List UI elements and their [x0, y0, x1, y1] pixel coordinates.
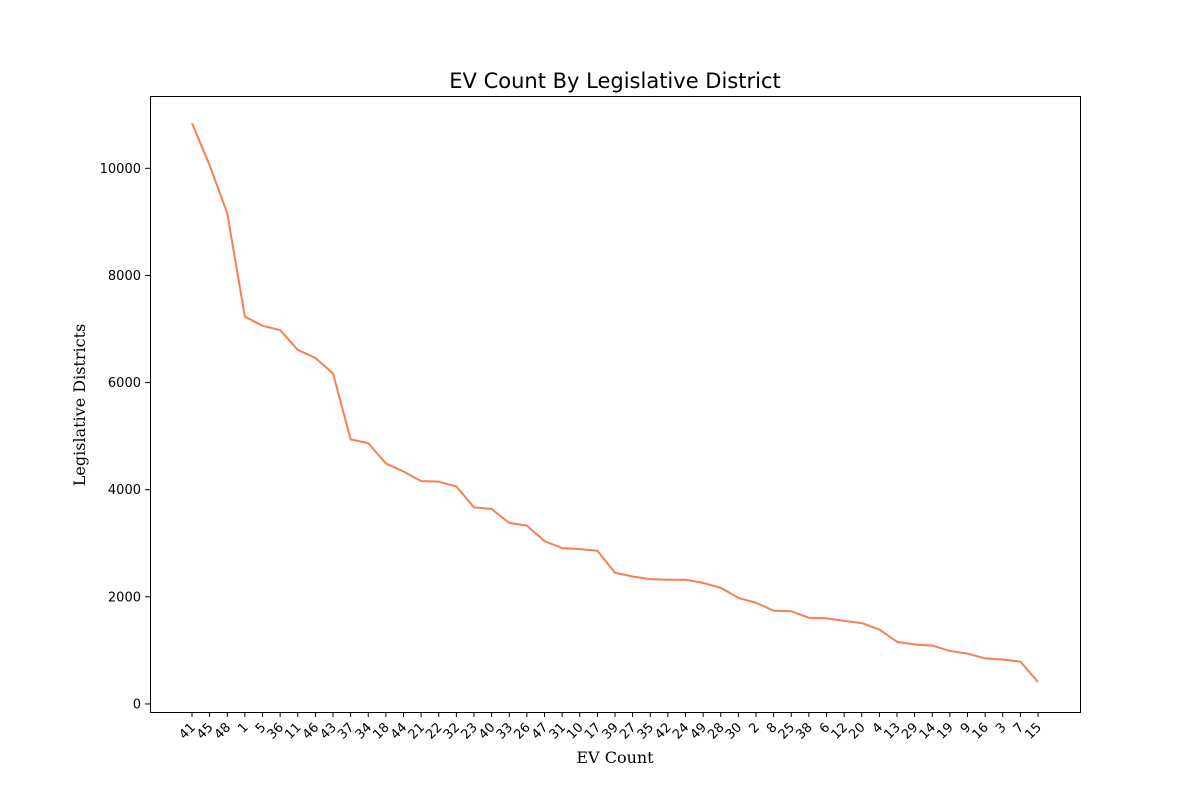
- y-axis: 0 2000 4000 6000 8000 10000: [100, 162, 150, 712]
- series-line: [191, 122, 1039, 683]
- x-axis-label: EV Count: [576, 748, 654, 767]
- y-axis-label: Legislative Districts: [70, 324, 89, 486]
- y-tick-label: 2000: [108, 590, 141, 605]
- y-tick-label: 0: [133, 697, 141, 712]
- y-tick-label: 6000: [108, 376, 141, 391]
- y-tick-label: 10000: [100, 162, 141, 177]
- y-tick-label: 4000: [108, 483, 141, 498]
- plot-frame: [150, 96, 1081, 713]
- y-tick-label: 8000: [108, 269, 141, 284]
- chart-title: EV Count By Legislative District: [449, 69, 780, 93]
